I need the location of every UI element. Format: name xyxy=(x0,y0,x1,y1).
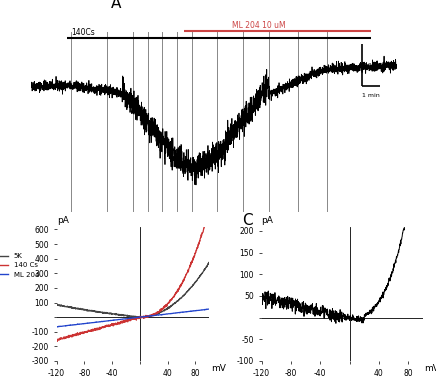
Text: A: A xyxy=(111,0,122,12)
Legend: 5K, 140 Cs, ML 204: 5K, 140 Cs, ML 204 xyxy=(0,250,42,281)
Text: pA: pA xyxy=(57,216,68,225)
Text: 1 min: 1 min xyxy=(362,93,380,98)
Text: C: C xyxy=(242,213,253,228)
Text: 140Cs: 140Cs xyxy=(71,28,95,37)
Text: mV: mV xyxy=(425,364,436,372)
Text: 50 pA: 50 pA xyxy=(364,63,382,68)
Text: mV: mV xyxy=(211,364,226,372)
Text: ML 204 10 uM: ML 204 10 uM xyxy=(232,22,286,30)
Text: pA: pA xyxy=(262,216,273,225)
